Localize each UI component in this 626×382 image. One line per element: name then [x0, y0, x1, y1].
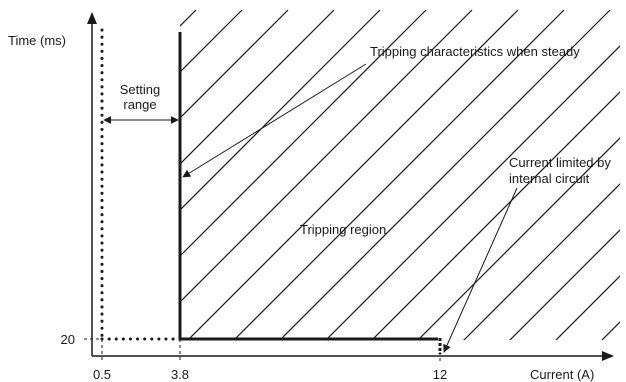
setting-range-label-line1: Setting	[120, 82, 160, 97]
x-tick-3-8: 3.8	[171, 367, 189, 382]
hatch-line	[180, 9, 197, 340]
tripping-region-hatching	[180, 9, 620, 340]
setting-range-label-line2: range	[123, 97, 156, 112]
hatch-line	[180, 9, 473, 340]
current-limited-label-line1: Current limited by	[509, 155, 611, 170]
hatch-line	[366, 9, 620, 340]
y-axis-label: Time (ms)	[8, 33, 66, 48]
hatch-line	[550, 9, 620, 340]
x-axis-label: Current (A)	[530, 367, 594, 382]
hatch-line	[412, 9, 620, 340]
hatch-line	[274, 9, 611, 340]
x-tick-12: 12	[433, 367, 447, 382]
hatch-line	[180, 9, 427, 340]
hatch-line	[180, 9, 243, 340]
tripping-characteristics-arrow	[182, 63, 367, 178]
tripping-boundary-line	[178, 32, 438, 341]
current-limited-label-line2: internal circuit	[509, 171, 590, 186]
hatch-line	[180, 9, 289, 340]
hatch-line	[180, 9, 381, 340]
y-tick-20: 20	[61, 332, 75, 347]
current-limited-arrow	[443, 187, 518, 353]
hatch-line	[180, 9, 335, 340]
hatch-line	[320, 9, 620, 340]
x-tick-0-5: 0.5	[93, 367, 111, 382]
hatch-line	[504, 9, 620, 340]
tripping-region-label: Tripping region	[300, 222, 386, 237]
hatch-line	[182, 9, 519, 340]
y-axis-arrowhead	[87, 12, 97, 24]
tripping-characteristics-label: Tripping characteristics when steady	[370, 44, 580, 59]
hatch-line	[458, 9, 620, 340]
x-axis-arrowhead	[602, 351, 614, 361]
hatch-line	[228, 9, 565, 340]
